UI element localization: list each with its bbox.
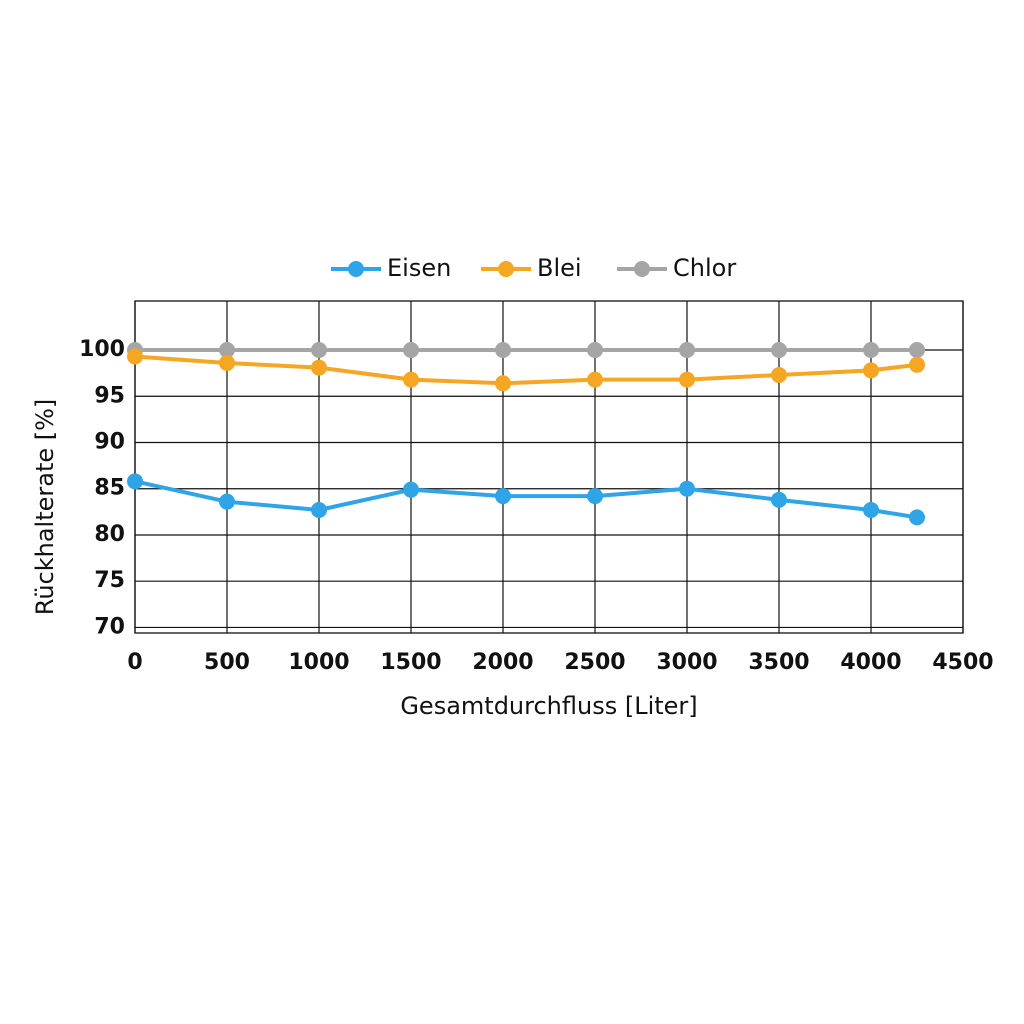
- x-tick-label: 1500: [380, 650, 441, 675]
- y-tick-label: 95: [94, 383, 125, 408]
- x-tick-label: 2500: [564, 650, 625, 675]
- data-point: [679, 480, 695, 497]
- data-point: [909, 509, 925, 526]
- series-line: [134, 479, 918, 520]
- x-tick-label: 3000: [656, 650, 717, 675]
- data-point: [219, 493, 235, 510]
- data-point: [909, 356, 925, 373]
- data-point: [403, 342, 419, 359]
- legend-marker: [634, 261, 650, 277]
- series-line: [134, 354, 918, 386]
- x-tick-label: 2000: [472, 650, 533, 675]
- legend-label: Blei: [537, 254, 582, 282]
- data-point: [771, 342, 787, 359]
- data-point: [863, 362, 879, 379]
- y-tick-label: 70: [94, 614, 125, 639]
- legend-label: Eisen: [387, 254, 451, 282]
- data-point: [311, 359, 327, 376]
- y-tick-label: 90: [94, 429, 125, 454]
- legend-label: Chlor: [673, 254, 736, 282]
- data-point: [495, 342, 511, 359]
- x-axis-label: Gesamtdurchfluss [Liter]: [400, 692, 697, 720]
- x-tick-label: 3500: [748, 650, 809, 675]
- data-point: [863, 502, 879, 519]
- data-point: [403, 481, 419, 498]
- legend-marker: [348, 261, 364, 277]
- x-tick-label: 500: [204, 650, 250, 675]
- x-tick-label: 0: [127, 650, 142, 675]
- x-tick-label: 1000: [288, 650, 349, 675]
- data-point: [219, 342, 235, 359]
- data-point: [127, 348, 143, 365]
- x-tick-label: 4000: [840, 650, 901, 675]
- y-tick-label: 85: [94, 476, 125, 501]
- data-point: [771, 366, 787, 383]
- data-point: [863, 342, 879, 359]
- data-point: [219, 354, 235, 371]
- data-point: [679, 371, 695, 388]
- data-point: [587, 488, 603, 505]
- data-point: [495, 375, 511, 392]
- data-point: [587, 371, 603, 388]
- legend-marker: [498, 261, 514, 277]
- data-point: [311, 342, 327, 359]
- data-point: [909, 342, 925, 359]
- x-tick-label: 4500: [932, 650, 993, 675]
- data-point: [771, 491, 787, 508]
- data-point: [311, 502, 327, 519]
- data-point: [587, 342, 603, 359]
- data-point: [495, 488, 511, 505]
- data-point: [127, 473, 143, 490]
- y-axis-label: Rückhalterate [%]: [31, 399, 59, 616]
- y-tick-label: 80: [94, 522, 125, 547]
- y-tick-label: 100: [79, 337, 125, 362]
- data-point: [679, 342, 695, 359]
- data-point: [403, 371, 419, 388]
- y-tick-label: 75: [94, 568, 125, 593]
